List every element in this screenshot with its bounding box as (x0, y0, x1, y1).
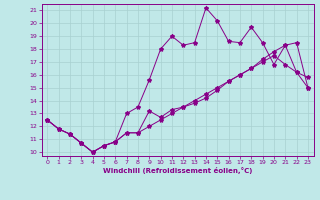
X-axis label: Windchill (Refroidissement éolien,°C): Windchill (Refroidissement éolien,°C) (103, 167, 252, 174)
